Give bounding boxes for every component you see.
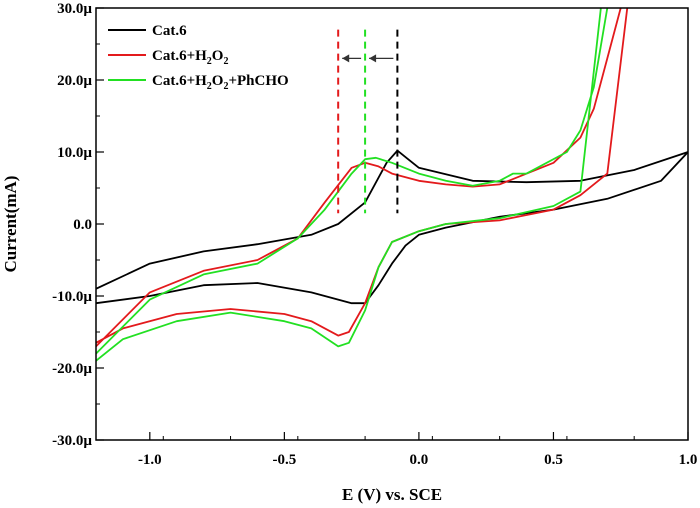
y-axis-title: Current(mA) bbox=[1, 176, 20, 273]
legend-label: Cat.6+H2O2+PhCHO bbox=[152, 73, 289, 92]
annotation-layer bbox=[337, 29, 399, 214]
x-axis-title: E (V) vs. SCE bbox=[342, 485, 442, 504]
y-tick-label: -10.0µ bbox=[52, 289, 92, 305]
x-tick-label: 0.5 bbox=[544, 452, 563, 468]
arrow-head-icon bbox=[369, 54, 377, 63]
series-curve-3 bbox=[96, 8, 609, 362]
legend-label: Cat.6+H2O2 bbox=[152, 48, 228, 67]
arrow-head-icon bbox=[342, 54, 350, 63]
legend: Cat.6 Cat.6+H2O2 Cat.6+H2O2+PhCHO bbox=[108, 23, 289, 92]
x-tick-label: -0.5 bbox=[272, 452, 296, 468]
y-tick-label: 20.0µ bbox=[57, 73, 92, 89]
tick-layer: -1.0 -0.5 0.0 0.5 1.0 -30.0µ -20.0µ -10.0µ 0.0 10… bbox=[52, 1, 697, 468]
x-tick-label: 1.0 bbox=[679, 452, 698, 468]
y-tick-label: 10.0µ bbox=[57, 145, 92, 161]
x-tick-label: -1.0 bbox=[138, 452, 162, 468]
y-tick-label: -20.0µ bbox=[52, 361, 92, 377]
y-tick-label: 0.0 bbox=[73, 217, 92, 233]
series-curve-2 bbox=[96, 8, 629, 348]
x-tick-label: 0.0 bbox=[410, 452, 429, 468]
legend-label: Cat.6 bbox=[152, 23, 187, 39]
y-tick-label: -30.0µ bbox=[52, 433, 92, 449]
y-tick-label: 30.0µ bbox=[57, 1, 92, 17]
series-layer bbox=[96, 8, 688, 362]
series-curve-1 bbox=[96, 149, 688, 305]
